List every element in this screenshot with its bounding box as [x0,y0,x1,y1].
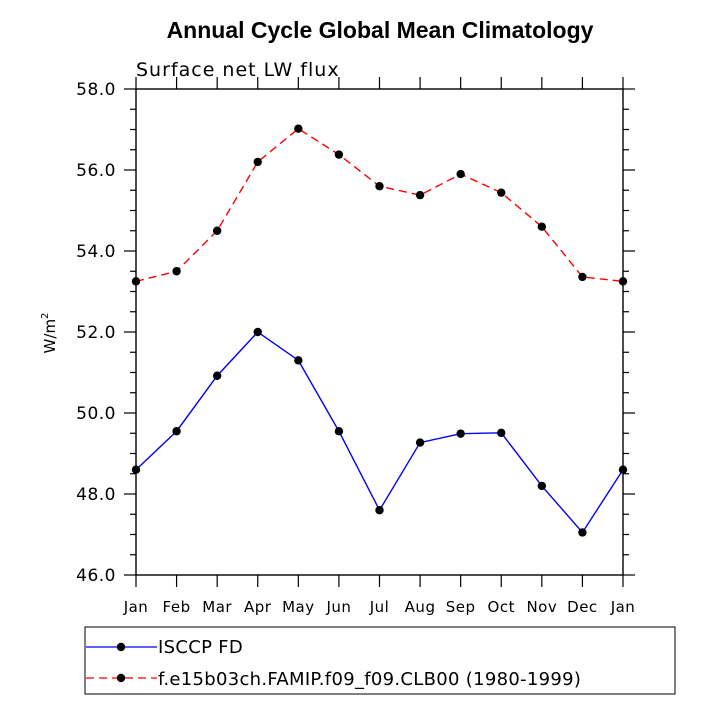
x-tick-label: Apr [244,598,272,616]
data-point-series-0 [456,429,465,438]
y-tick-label: 54.0 [76,242,116,262]
y-tick-label: 52.0 [76,323,116,343]
x-tick-label: Jul [369,598,390,616]
x-tick-label: Oct [488,598,515,616]
y-axis-label-superscript: 2 [40,313,51,319]
data-point-series-1 [618,277,628,286]
x-tick-label: Mar [202,598,232,616]
chart-subtitle: Surface net LW flux [136,59,340,81]
chart-title: Annual Cycle Global Mean Climatology [167,17,594,43]
legend-box [84,626,676,695]
legend-marker-model [116,673,126,683]
ticks [124,77,635,587]
data-point-series-0 [497,428,506,438]
data-point-series-0 [294,356,303,365]
data-point-series-1 [253,157,262,167]
x-tick-label: Jun [325,598,351,616]
x-tick-labels: Jan Feb Mar Apr May Jun Jul Aug Sep Oct Nov Dec Jan [123,598,636,616]
data-point-series-0 [578,528,587,537]
data-point-series-0 [618,465,628,474]
data-point-series-1 [537,222,547,231]
data-point-series-1 [456,169,465,179]
data-point-series-0 [253,327,262,337]
data-point-series-0 [212,371,222,380]
data-point-series-0 [537,481,547,491]
data-point-series-1 [212,226,222,235]
svg-text:W/m2: W/m2 [40,313,59,354]
data-point-series-0 [375,506,384,515]
plot-frame [135,88,624,576]
legend-label-isccp: ISCCP FD [158,637,243,658]
legend: ISCCP FD f.e15b03ch.FAMIP.f09_f09.CLB00 … [84,626,676,695]
x-tick-label: Sep [446,598,476,616]
y-tick-label: 58.0 [76,80,116,100]
x-tick-label: May [282,598,315,616]
data-point-series-1 [131,277,141,286]
data-point-series-1 [375,182,384,191]
x-tick-label: Aug [405,598,436,616]
x-tick-label: Nov [526,598,557,616]
legend-marker-isccp [116,642,126,652]
x-tick-label: Jan [123,598,149,616]
data-point-series-0 [172,427,181,436]
data-point-series-1 [172,267,181,276]
data-point-series-1 [497,188,506,197]
data-point-series-1 [334,150,344,159]
y-axis-label-text: W/m [41,319,59,354]
data-point-series-1 [415,190,425,200]
data-point-series-1 [294,124,303,133]
y-axis-label: W/m2 [40,313,59,354]
y-tick-label: 50.0 [76,404,116,424]
data-point-series-0 [334,427,344,436]
series-layer [131,124,628,537]
y-tick-labels: 46.0 48.0 50.0 52.0 54.0 56.0 58.0 [76,80,116,586]
x-tick-label: Jan [610,598,636,616]
data-point-series-0 [131,465,141,474]
legend-label-model: f.e15b03ch.FAMIP.f09_f09.CLB00 (1980-199… [158,669,581,690]
x-tick-label: Dec [567,598,598,616]
data-point-series-0 [415,438,425,447]
series-line-1 [135,127,624,283]
data-point-series-1 [578,272,587,282]
series-line-0 [135,331,624,534]
y-tick-label: 46.0 [76,566,116,586]
y-tick-label: 48.0 [76,485,116,505]
x-tick-label: Feb [163,598,191,616]
y-tick-label: 56.0 [76,161,116,181]
